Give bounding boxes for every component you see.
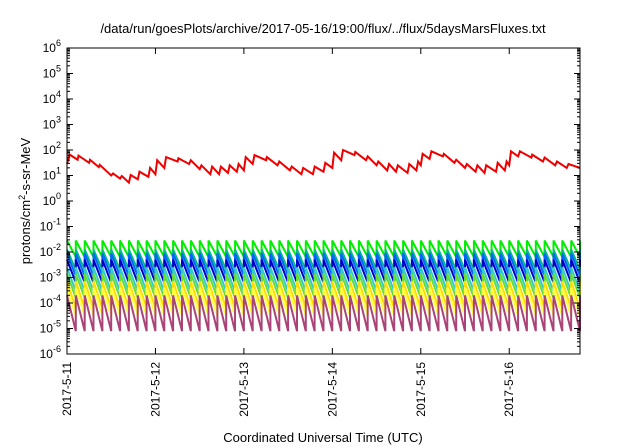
y-tick-label: 10-6 [40,344,61,361]
y-axis-label: protons/cm2-s-sr-MeV [17,137,33,264]
y-tick-label: 101 [43,166,61,183]
x-axis-label: Coordinated Universal Time (UTC) [223,430,422,445]
y-tick-label: 104 [43,89,61,106]
x-tick-label: 2017-5-12 [148,362,162,417]
y-tick-label: 10-4 [40,293,61,310]
x-axis-ticks: 2017-5-11 2017-5-12 2017-5-13 2017-5-14 2017… [60,48,516,417]
x-tick-label: 2017-5-16 [502,362,516,417]
x-tick-label: 2017-5-15 [414,362,428,417]
y-tick-label: 10-5 [40,319,61,336]
y-tick-label: 102 [43,140,61,157]
y-tick-label: 105 [43,64,61,81]
series-line [66,240,581,258]
y-tick-label: 10-1 [40,217,61,234]
x-tick-label: 2017-5-11 [60,362,74,416]
y-axis-ticks: 106 105 104 103 102 101 100 10-1 10-2 10-3 10-4 10-… [40,38,580,361]
series-line [66,295,581,332]
y-tick-label: 100 [43,191,61,208]
y-tick-label: 10-3 [40,268,61,285]
x-tick-label: 2017-5-13 [237,362,251,417]
chart-title: /data/run/goesPlots/archive/2017-05-16/1… [100,21,546,36]
y-tick-label: 103 [43,115,61,132]
y-tick-label: 10-2 [40,242,61,259]
y-tick-label: 106 [43,38,61,55]
x-tick-label: 2017-5-14 [325,362,339,417]
plot-series-group [66,148,581,332]
series-line [66,148,581,185]
